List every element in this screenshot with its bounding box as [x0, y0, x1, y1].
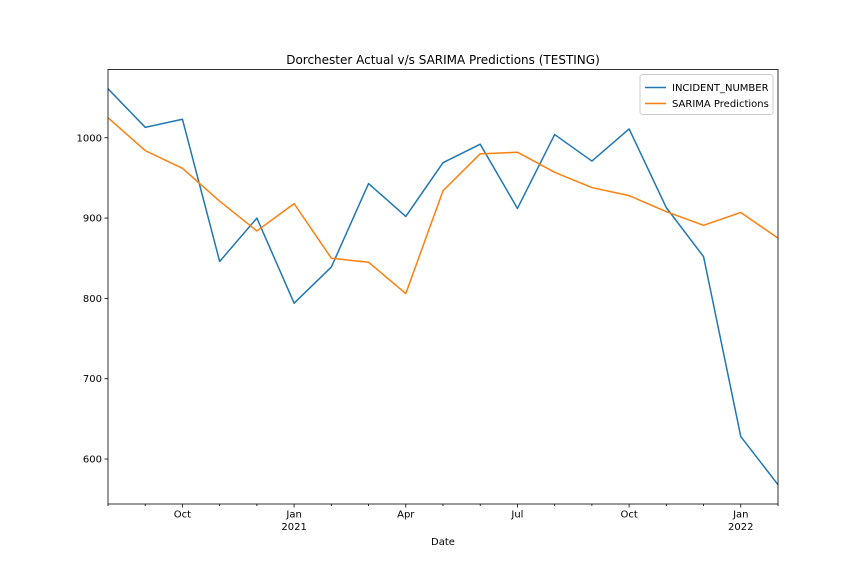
y-tick-label: 800 — [83, 294, 102, 305]
x-tick-sublabel: 2022 — [728, 522, 753, 533]
series-line-incident-number — [107, 88, 779, 486]
x-tick-label: Jan — [285, 510, 301, 521]
chart-title: Dorchester Actual v/s SARIMA Predictions… — [286, 53, 600, 67]
x-tick-label: Oct — [620, 510, 637, 521]
y-tick-label: 900 — [83, 214, 102, 225]
y-tick-label: 1000 — [77, 133, 102, 144]
x-axis-title: Date — [431, 537, 455, 548]
legend-box — [639, 74, 774, 115]
legend-label-sarima-predictions: SARIMA Predictions — [672, 99, 769, 110]
legend-label-incident-number: INCIDENT_NUMBER — [672, 83, 769, 94]
y-tick-label: 700 — [83, 374, 102, 385]
y-axis: 600 700 800 900 1000 — [77, 133, 108, 466]
legend: INCIDENT_NUMBER SARIMA Predictions — [639, 74, 774, 115]
x-tick-sublabel: 2021 — [281, 522, 306, 533]
x-tick-label: Apr — [397, 510, 415, 521]
x-tick-label: Jul — [510, 510, 523, 521]
series-layer — [107, 88, 779, 486]
x-tick-label: Jan — [732, 510, 748, 521]
x-tick-label: Oct — [174, 510, 191, 521]
y-tick-label: 600 — [83, 455, 102, 466]
series-line-sarima-predictions — [107, 117, 779, 295]
